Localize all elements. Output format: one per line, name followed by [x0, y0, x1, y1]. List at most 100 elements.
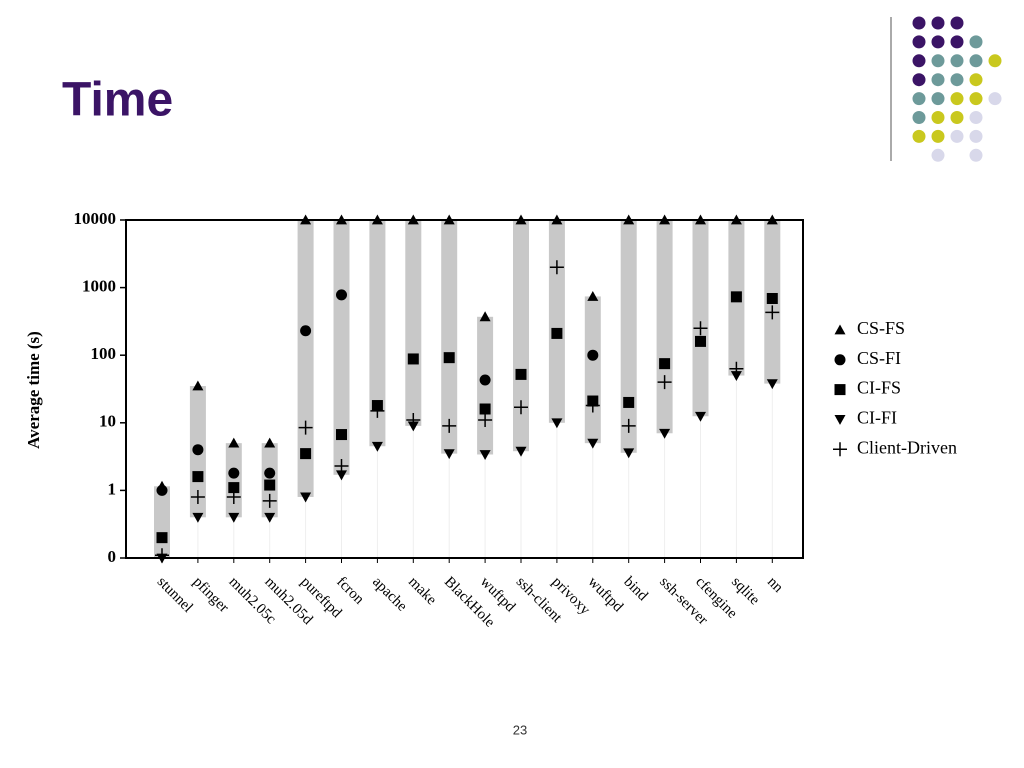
dot	[931, 16, 945, 30]
legend-label: CI-FI	[857, 408, 897, 428]
marker	[729, 361, 744, 376]
marker	[834, 354, 846, 366]
marker	[264, 479, 276, 491]
x-tick-label: stunnel	[154, 574, 196, 616]
dot	[969, 92, 983, 106]
dot	[969, 129, 983, 143]
dot	[950, 129, 964, 143]
dot	[950, 16, 964, 30]
marker	[262, 493, 277, 508]
marker	[264, 437, 276, 448]
range-bar	[441, 220, 458, 454]
marker	[730, 291, 742, 303]
range-bar	[405, 220, 422, 426]
marker	[336, 470, 347, 481]
dot	[969, 35, 983, 49]
marker	[336, 289, 347, 301]
marker	[155, 548, 169, 563]
dot	[931, 92, 945, 106]
dot	[950, 54, 964, 68]
marker	[192, 444, 204, 456]
marker	[156, 532, 168, 544]
marker	[192, 512, 204, 523]
dot	[950, 73, 964, 87]
marker	[192, 471, 204, 483]
marker	[587, 290, 599, 301]
marker	[192, 380, 204, 391]
dot	[950, 92, 964, 106]
marker	[371, 441, 383, 452]
range-bar	[620, 220, 637, 453]
marker	[514, 400, 528, 415]
dot	[969, 73, 983, 87]
marker	[407, 353, 419, 365]
marker	[264, 512, 276, 523]
marker	[228, 467, 240, 479]
dot	[912, 73, 926, 87]
range-bar	[548, 220, 565, 423]
dot	[931, 129, 945, 143]
marker	[300, 492, 312, 503]
slide-title: Time	[62, 74, 173, 127]
dot	[988, 92, 1002, 106]
marker	[730, 371, 742, 382]
marker	[479, 374, 491, 386]
marker	[300, 325, 312, 337]
y-tick-label: 100	[91, 344, 117, 363]
dot	[931, 73, 945, 87]
marker	[156, 484, 168, 496]
marker	[515, 368, 527, 380]
y-axis-label: Average time (s)	[24, 331, 43, 449]
marker	[300, 448, 312, 460]
marker	[370, 403, 385, 418]
marker	[406, 413, 421, 428]
marker	[190, 489, 205, 504]
legend-label: CI-FS	[857, 378, 901, 398]
range-bar	[225, 443, 242, 518]
decoration	[912, 16, 1002, 162]
marker	[695, 335, 706, 347]
range-bar	[656, 220, 673, 434]
marker	[623, 396, 635, 408]
y-tick-label: 1	[108, 479, 117, 498]
marker	[515, 446, 527, 457]
marker	[765, 305, 780, 320]
marker	[834, 415, 846, 425]
marker	[336, 429, 347, 441]
marker	[623, 448, 635, 459]
marker	[226, 489, 241, 504]
range-bar	[584, 296, 601, 444]
x-tick-label: wuftpd	[585, 574, 627, 616]
marker	[298, 420, 313, 435]
marker	[228, 482, 240, 494]
x-tick-label: pfinger	[190, 574, 232, 616]
y-tick-label: 10000	[74, 209, 117, 228]
marker	[585, 398, 600, 413]
dot	[950, 111, 964, 124]
x-tick-label: nn	[764, 574, 786, 596]
marker	[443, 449, 455, 460]
marker	[334, 458, 349, 473]
marker	[479, 403, 491, 415]
dot	[931, 35, 945, 49]
range-bar	[154, 486, 170, 558]
range-bar	[333, 220, 350, 475]
x-tick-label: apache	[369, 574, 410, 615]
marker	[587, 438, 599, 449]
dot	[912, 129, 926, 143]
marker	[766, 379, 778, 390]
marker	[833, 442, 847, 457]
page-number: 23	[513, 722, 527, 737]
marker	[551, 327, 563, 339]
marker	[442, 418, 457, 433]
dot	[969, 111, 983, 124]
marker	[264, 467, 276, 479]
plot-frame	[125, 219, 804, 559]
x-tick-label: bind	[620, 574, 651, 605]
range-bar	[513, 220, 529, 452]
dot	[931, 148, 945, 162]
dot	[931, 54, 945, 68]
marker	[766, 292, 778, 304]
plot: 0110100100010000stunnelpfingermuh2.05cmu…	[74, 209, 957, 631]
marker	[834, 384, 846, 396]
